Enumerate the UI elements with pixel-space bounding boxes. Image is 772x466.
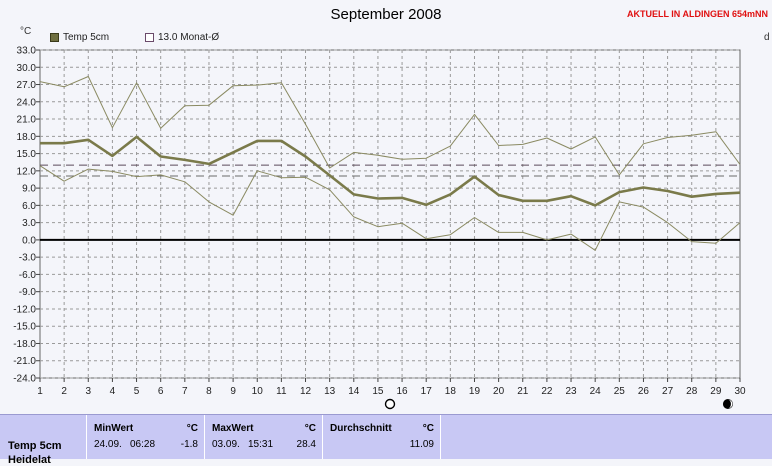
y-tick-label: -3.0 <box>19 253 37 264</box>
x-tick-label: 24 <box>590 386 602 397</box>
legend-item-mean[interactable]: 13.0 Monat-Ø <box>145 32 219 43</box>
x-tick-label: 19 <box>469 386 481 397</box>
x-tick-label: 22 <box>541 386 553 397</box>
x-tick-label: 17 <box>421 386 433 397</box>
stats-min-unit: °C <box>186 423 198 434</box>
stats-max-time: 15:31 <box>248 439 274 450</box>
location-label: AKTUELL IN ALDINGEN 654mNN <box>626 9 768 19</box>
x-tick-label: 1 <box>37 386 43 397</box>
x-tick-label: 5 <box>134 386 140 397</box>
x-tick-label: 12 <box>300 386 312 397</box>
x-tick-label: 30 <box>734 386 746 397</box>
x-tick-label: 16 <box>397 386 409 397</box>
x-tick-label: 27 <box>662 386 674 397</box>
y-tick-label: 15.0 <box>17 149 37 160</box>
y-tick-label: -15.0 <box>13 322 36 333</box>
chart-title: September 2008 <box>330 6 442 23</box>
stats-row-label: Temp 5cm <box>8 440 62 452</box>
y-tick-label: 12.0 <box>17 166 37 177</box>
series-line-min <box>39 165 741 251</box>
y-tick-label: -12.0 <box>13 304 36 315</box>
temperature-chart: 33.030.027.024.021.018.015.012.09.06.03.… <box>13 46 746 410</box>
stats-avg-value: 11.09 <box>409 439 434 450</box>
x-tick-label: 10 <box>252 386 264 397</box>
y-tick-label: 6.0 <box>22 201 36 212</box>
stats-max-date: 03.09. <box>212 439 240 450</box>
y-axis-unit: °C <box>20 26 32 37</box>
stats-separator <box>86 415 87 459</box>
y-tick-label: 27.0 <box>17 80 37 91</box>
y-tick-label: 33.0 <box>17 46 37 57</box>
y-tick-label: -18.0 <box>13 339 36 350</box>
plot-area <box>39 49 741 379</box>
stats-min-date: 24.09. <box>94 439 122 450</box>
y-tick-label: -21.0 <box>13 356 36 367</box>
x-tick-label: 25 <box>614 386 626 397</box>
stats-max-value: 28.4 <box>296 439 316 450</box>
stats-min-value: -1.8 <box>180 439 198 450</box>
y-tick-label: 0.0 <box>22 235 36 246</box>
full-moon-icon <box>384 398 396 410</box>
stats-max-unit: °C <box>304 423 316 434</box>
stats-max-header: MaxWert <box>212 423 254 434</box>
y-tick-label: -24.0 <box>13 374 36 385</box>
x-tick-label: 21 <box>517 386 529 397</box>
stats-separator <box>440 415 441 459</box>
y-tick-label: 18.0 <box>17 132 37 143</box>
x-tick-label: 18 <box>445 386 457 397</box>
stats-min-header: MinWert <box>94 423 134 434</box>
moon-crescent <box>727 399 733 409</box>
x-tick-label: 4 <box>110 386 116 397</box>
x-tick-label: 20 <box>493 386 505 397</box>
right-edge-label: d <box>764 32 770 43</box>
x-tick-label: 9 <box>230 386 236 397</box>
stats-max-cell: MaxWert °C 03.09. 15:31 28.4 <box>204 415 322 459</box>
y-tick-label: 24.0 <box>17 97 37 108</box>
y-tick-label: 21.0 <box>17 115 37 126</box>
x-tick-label: 8 <box>206 386 212 397</box>
x-tick-label: 11 <box>276 386 287 397</box>
series-line-mean <box>40 135 741 207</box>
x-tick-label: 15 <box>372 386 384 397</box>
x-tick-label: 7 <box>182 386 188 397</box>
series-line-max <box>39 76 741 176</box>
x-tick-label: 6 <box>158 386 164 397</box>
x-tick-label: 2 <box>61 386 67 397</box>
y-tick-label: -6.0 <box>19 270 37 281</box>
legend-item-temp[interactable]: Temp 5cm <box>50 32 109 43</box>
stats-min-cell: MinWert °C 24.09. 06:28 -1.8 <box>86 415 204 459</box>
statistics-panel: Temp 5cm Heidelat MinWert °C 24.09. 06:2… <box>0 414 772 466</box>
y-tick-label: 3.0 <box>22 218 36 229</box>
x-tick-label: 13 <box>324 386 336 397</box>
x-tick-label: 3 <box>85 386 91 397</box>
legend-swatch-temp <box>50 33 59 42</box>
x-tick-label: 23 <box>565 386 577 397</box>
stats-min-time: 06:28 <box>130 439 156 450</box>
y-tick-label: 30.0 <box>17 63 37 74</box>
x-tick-label: 26 <box>638 386 650 397</box>
stats-avg-cell: Durchschnitt °C 11.09 <box>322 415 440 459</box>
stats-row-label-2: Heidelat <box>8 454 51 466</box>
legend-label-temp: Temp 5cm <box>63 32 110 43</box>
legend-swatch-mean <box>145 33 154 42</box>
x-tick-label: 28 <box>686 386 698 397</box>
y-tick-label: 9.0 <box>22 184 36 195</box>
stats-separator <box>204 415 205 459</box>
x-tick-label: 29 <box>710 386 722 397</box>
legend-label-mean: 13.0 Monat-Ø <box>158 32 220 43</box>
y-tick-label: -9.0 <box>19 287 37 298</box>
x-tick-label: 14 <box>348 386 360 397</box>
stats-separator <box>322 415 323 459</box>
stats-avg-unit: °C <box>422 423 434 434</box>
stats-avg-header: Durchschnitt <box>330 423 392 434</box>
